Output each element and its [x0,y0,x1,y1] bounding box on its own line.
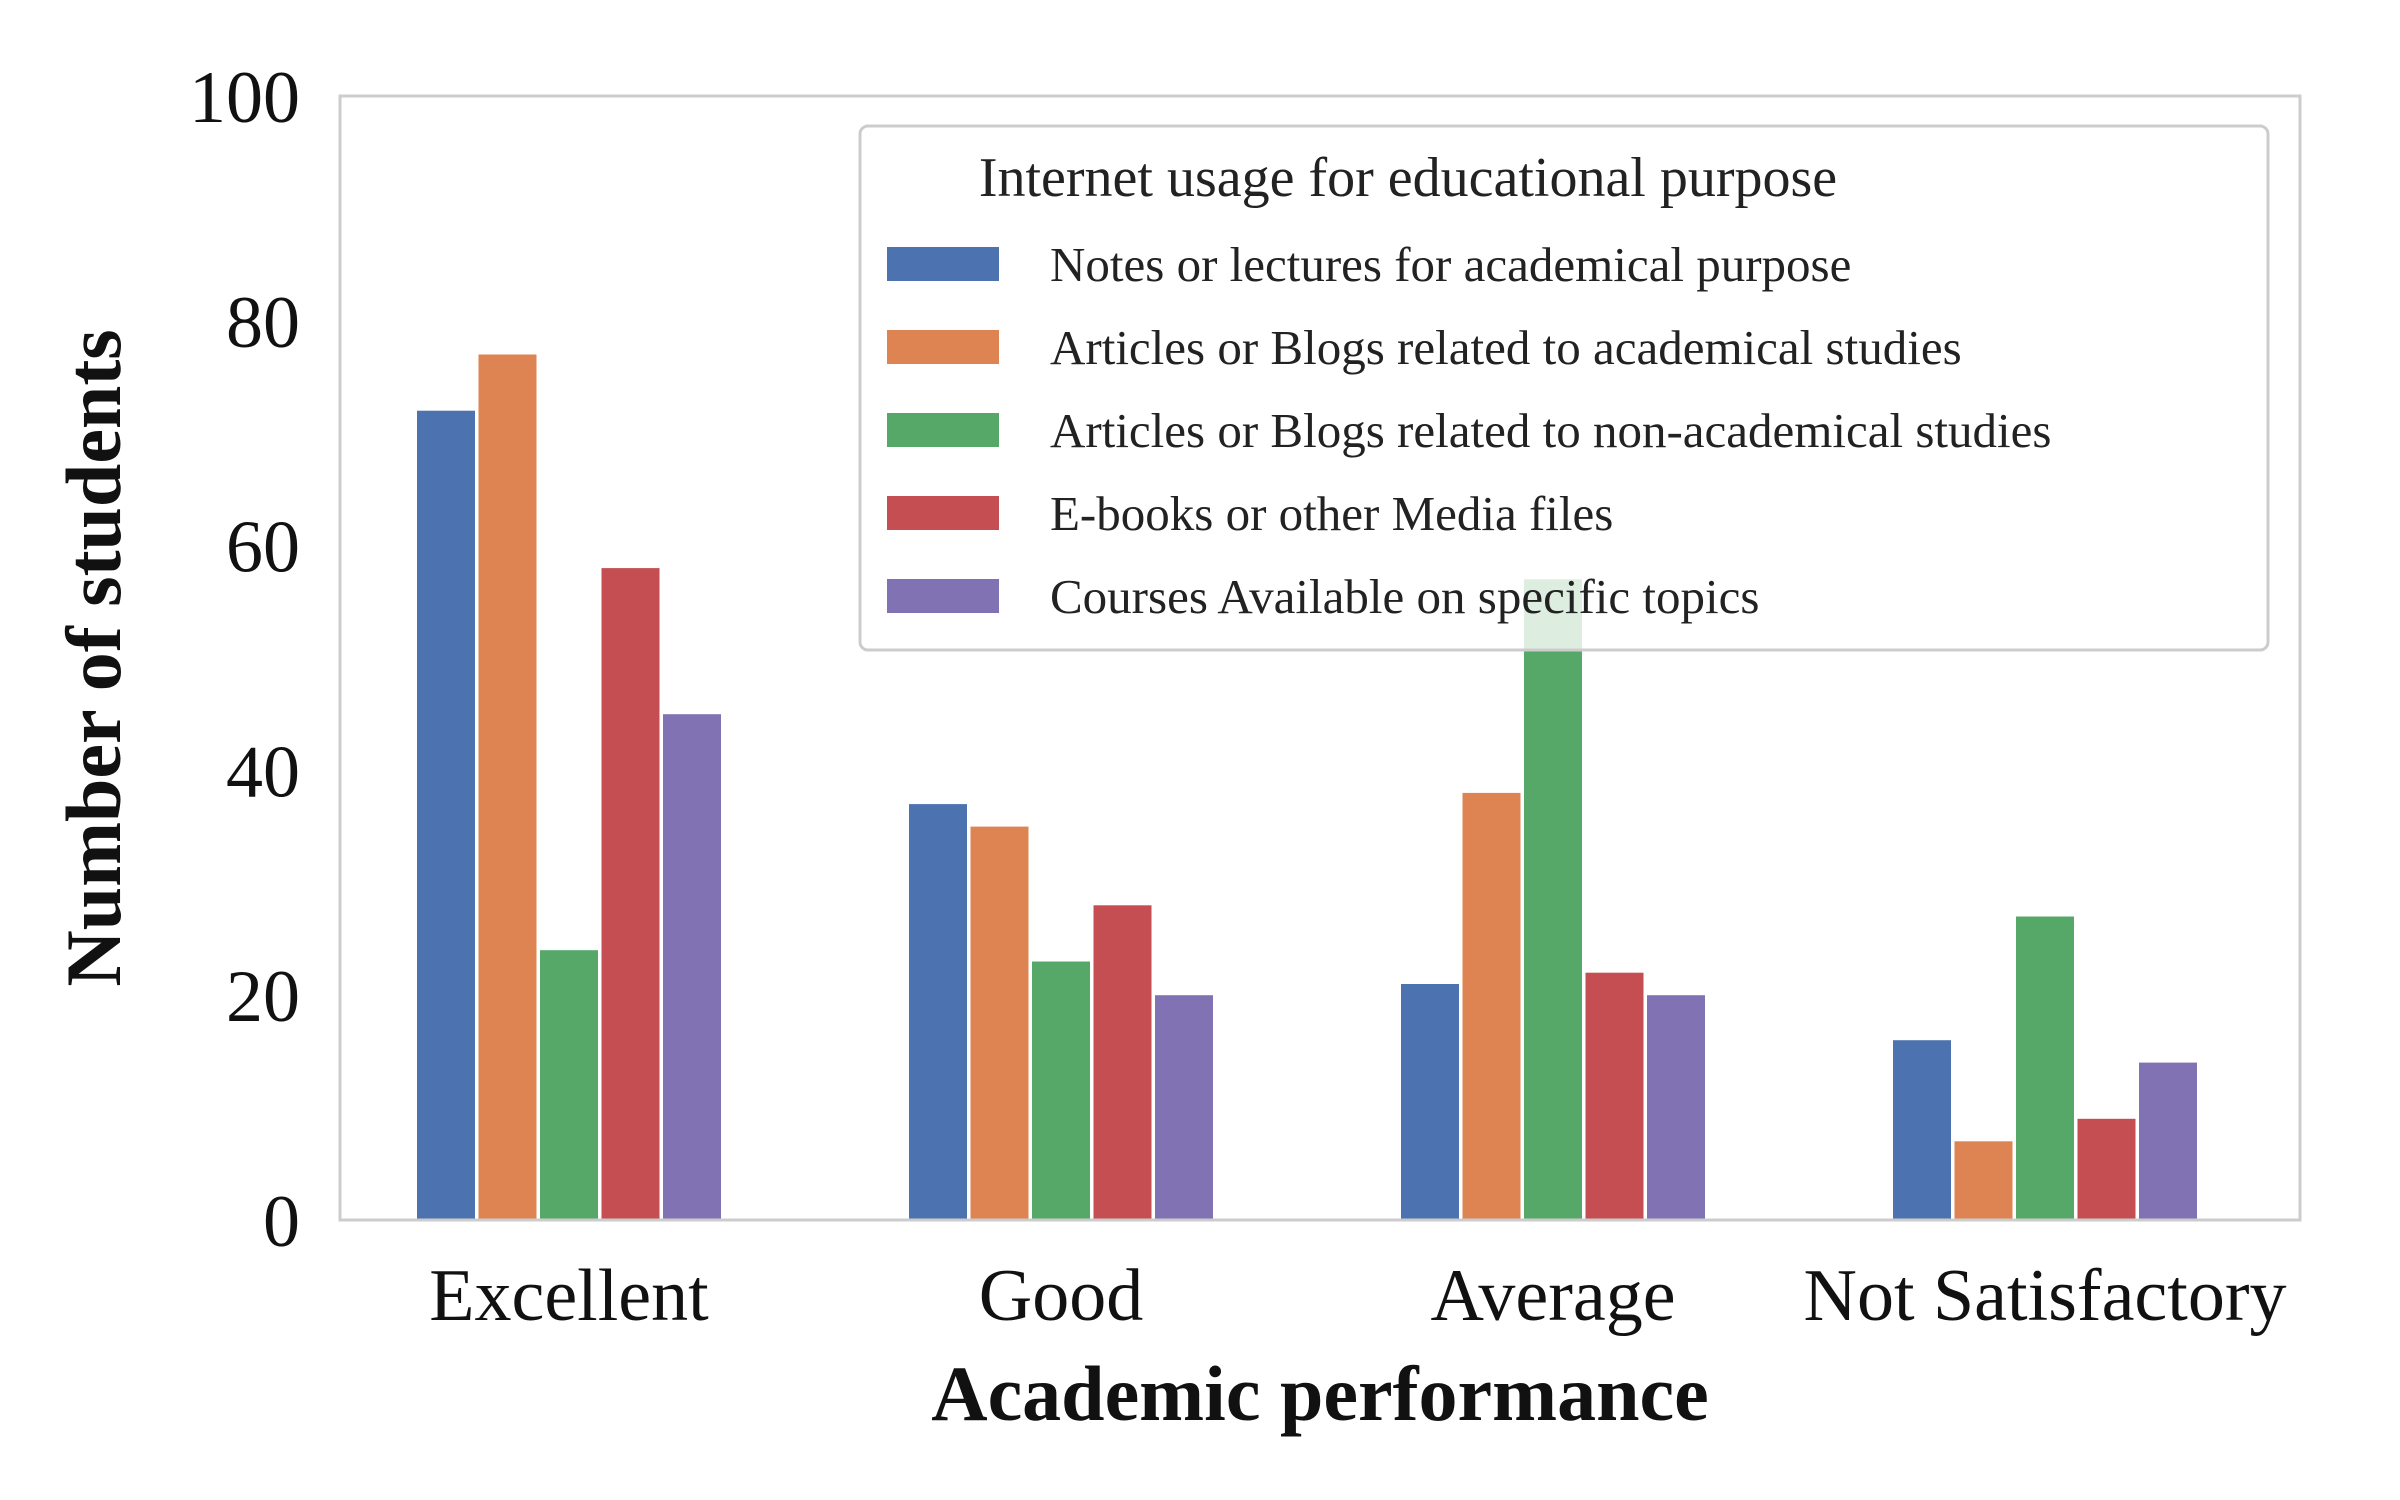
x-tick-label-good: Good [979,1255,1143,1337]
legend-swatch-1 [887,247,999,281]
legend-swatch-4 [887,496,999,530]
x-tick-label-not-satisfactory: Not Satisfactory [1804,1255,2287,1337]
legend-label-5: Courses Available on specific topics [1050,569,1759,624]
bar-series-3-not-satisfactory [2016,916,2074,1220]
legend-label-4: E-books or other Media files [1050,486,1613,541]
legend-swatch-2 [887,330,999,364]
bar-series-1-not-satisfactory [1893,1040,1951,1220]
x-tick-labels: Excellent Good Average Not Satisfactory [429,1255,2286,1337]
bar-series-5-average [1647,995,1705,1220]
bar-series-4-good [1093,905,1152,1220]
legend: Internet usage for educational purpose N… [858,124,2270,652]
bar-series-1-excellent [417,410,475,1220]
bar-series-5-excellent [663,714,721,1220]
bar-series-3-excellent [540,950,598,1220]
bar-series-5-not-satisfactory [2139,1062,2197,1220]
bar-series-2-average [1462,792,1521,1220]
bar-series-3-good [1032,961,1090,1220]
bars-layer [417,354,2197,1220]
bar-series-1-average [1401,984,1459,1220]
bar-series-2-not-satisfactory [1954,1141,2013,1220]
legend-label-2: Articles or Blogs related to academical … [1050,320,1962,375]
y-tick-label-20: 20 [226,956,300,1038]
plot-frame [338,94,2302,1222]
y-tick-label-40: 40 [226,731,300,813]
x-tick-label-excellent: Excellent [429,1255,709,1337]
legend-label-3: Articles or Blogs related to non-academi… [1050,403,2051,458]
bar-series-4-average [1585,972,1644,1220]
bar-series-3-average [1524,579,1582,1220]
y-tick-label-100: 100 [189,57,300,139]
y-axis-title: Number of students [50,329,137,986]
legend-box [858,124,2270,652]
bar-series-4-not-satisfactory [2077,1118,2136,1220]
legend-label-1: Notes or lectures for academical purpose [1050,237,1851,292]
bar-series-4-excellent [601,568,660,1220]
legend-entries: Notes or lectures for academical purpose… [887,237,2051,624]
bar-series-2-excellent [478,354,537,1220]
y-tick-label-0: 0 [263,1181,300,1263]
y-tick-label-60: 60 [226,507,300,589]
legend-swatch-5 [887,579,999,613]
x-tick-label-average: Average [1430,1255,1675,1337]
legend-swatch-3 [887,413,999,447]
bar-series-5-good [1155,995,1213,1220]
legend-title: Internet usage for educational purpose [979,147,1837,209]
x-axis-title: Academic performance [931,1350,1709,1437]
bar-series-1-good [909,804,967,1220]
y-tick-label-80: 80 [226,282,300,364]
y-tick-labels: 0 20 40 60 80 100 [189,57,300,1263]
bar-series-2-good [970,826,1029,1220]
